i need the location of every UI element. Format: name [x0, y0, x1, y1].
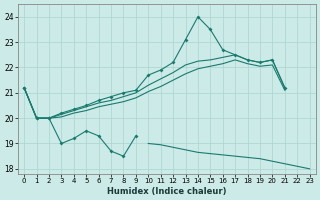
X-axis label: Humidex (Indice chaleur): Humidex (Indice chaleur)	[107, 187, 227, 196]
